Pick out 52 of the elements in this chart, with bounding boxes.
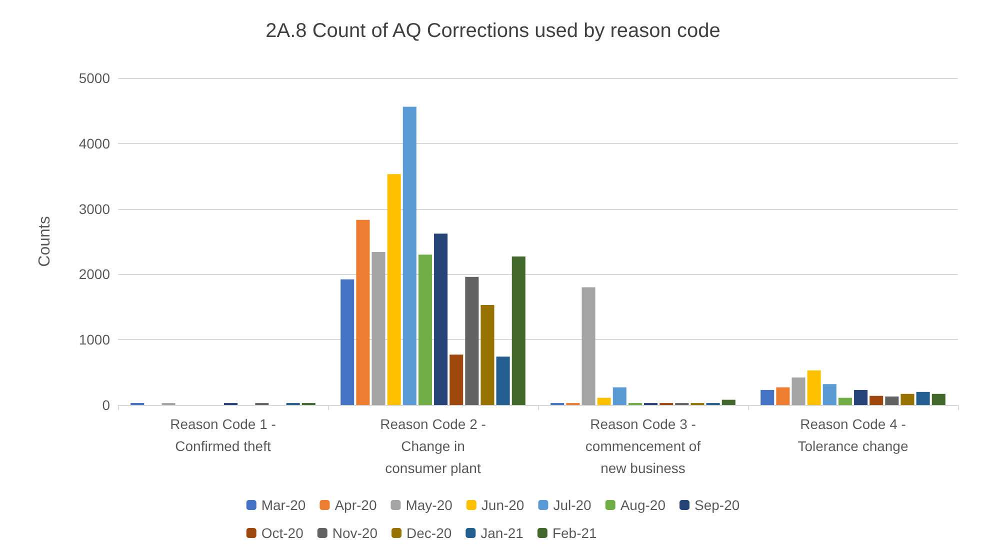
legend-label: Jan-21 (480, 525, 524, 541)
bar (372, 252, 386, 405)
y-tick-label: 1000 (78, 332, 110, 348)
bar (402, 106, 416, 405)
bar (612, 387, 626, 405)
bar (792, 378, 806, 405)
x-tick-label: Reason Code 2 - Change in consumer plant (380, 416, 486, 476)
bar (496, 356, 510, 405)
x-tick-label: Reason Code 3 - commencement of new business (585, 416, 701, 476)
y-tick-label: 4000 (78, 135, 110, 152)
bar (916, 392, 930, 405)
x-tick-label: Reason Code 4 - Tolerance change (798, 416, 908, 454)
bar (597, 398, 611, 405)
y-tick-label: 3000 (78, 200, 110, 217)
bar (838, 398, 852, 405)
bar (900, 394, 914, 405)
bar (582, 287, 596, 405)
bar (434, 234, 448, 405)
bar (512, 256, 526, 405)
bar (807, 370, 821, 405)
legend-label: Jun-20 (481, 497, 524, 513)
bar (854, 390, 868, 405)
legend-label: Mar-20 (261, 497, 306, 513)
legend-label: Apr-20 (334, 497, 377, 513)
bar (418, 254, 432, 405)
legend-label: Dec-20 (406, 525, 452, 541)
x-tick-label: Reason Code 1 - Confirmed theft (170, 416, 276, 454)
bar (870, 396, 884, 405)
bar (722, 400, 736, 405)
chart-title: 2A.8 Count of AQ Corrections used by reason code (266, 20, 720, 42)
bar (356, 220, 370, 405)
bar (450, 354, 464, 405)
bar (340, 279, 354, 405)
bar (776, 387, 790, 405)
legend-label: Aug-20 (620, 497, 666, 513)
bar (822, 384, 836, 405)
legend-label: Feb-21 (552, 525, 598, 541)
legend-label: Sep-20 (694, 497, 740, 513)
y-tick-label: 0 (102, 397, 110, 413)
legend-label: Nov-20 (332, 525, 378, 541)
bar (480, 304, 494, 405)
legend-label: May-20 (406, 497, 453, 513)
y-tick-label: 2000 (78, 266, 110, 282)
legend-label: Oct-20 (261, 525, 304, 541)
y-tick-label: 5000 (78, 70, 110, 86)
legend-label: Jul-20 (553, 497, 592, 513)
bar (387, 174, 401, 405)
bar (465, 276, 479, 405)
bar (885, 396, 899, 405)
y-axis-title: Counts (36, 216, 54, 267)
bar (932, 394, 946, 405)
bar (760, 390, 774, 405)
